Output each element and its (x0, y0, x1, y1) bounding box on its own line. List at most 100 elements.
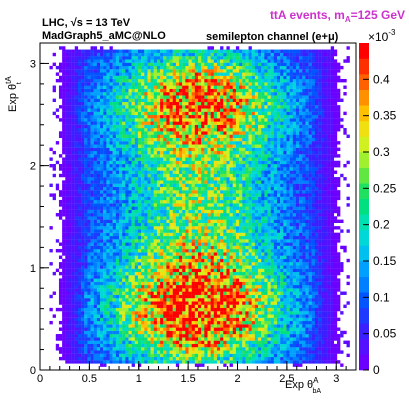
heatmap-cell (131, 291, 135, 295)
heatmap-cell (210, 65, 214, 70)
heatmap-cell (172, 62, 177, 67)
heatmap-cell (90, 141, 94, 145)
heatmap-cell (163, 78, 167, 83)
heatmap-cell (84, 222, 88, 227)
heatmap-cell (74, 314, 79, 318)
heatmap-cell (213, 330, 218, 335)
heatmap-cell (198, 304, 202, 309)
heatmap-cell (68, 356, 72, 361)
heatmap-cell (163, 163, 167, 168)
heatmap-cell (150, 242, 154, 246)
heatmap-cell (204, 75, 208, 80)
heatmap-cell (131, 288, 135, 292)
heatmap-cell (96, 298, 101, 302)
heatmap-cell (96, 307, 101, 312)
heatmap-cell (134, 265, 139, 269)
heatmap-cell (81, 101, 85, 106)
heatmap-cell (166, 177, 170, 181)
heatmap-cell (194, 147, 199, 152)
heatmap-cell (182, 353, 186, 358)
heatmap-cell (194, 131, 199, 135)
heatmap-cell (125, 226, 129, 230)
heatmap-cell (71, 235, 75, 240)
heatmap-cell (58, 278, 63, 282)
heatmap-cell (58, 288, 63, 292)
heatmap-cell (134, 203, 139, 207)
heatmap-cell (150, 98, 154, 103)
heatmap-cell (106, 262, 110, 266)
heatmap-cell (122, 147, 126, 152)
heatmap-cell (77, 78, 82, 83)
heatmap-cell (65, 56, 69, 60)
heatmap-cell (134, 324, 139, 328)
heatmap-cell (144, 317, 148, 322)
heatmap-cell (182, 291, 186, 295)
heatmap-cell (109, 160, 113, 165)
heatmap-cell (191, 324, 195, 328)
heatmap-cell (204, 278, 208, 282)
heatmap-cell (103, 265, 107, 269)
heatmap-cell (106, 294, 110, 299)
heatmap-cell (207, 275, 211, 279)
heatmap-cell (134, 330, 139, 335)
heatmap-cell (93, 105, 98, 109)
heatmap-cell (125, 249, 129, 253)
heatmap-cell (109, 62, 113, 67)
heatmap-cell (96, 213, 101, 217)
heatmap-cell (213, 356, 218, 361)
heatmap-cell (201, 183, 205, 188)
heatmap-cell (134, 245, 139, 250)
heatmap-cell (112, 291, 116, 295)
heatmap-cell (166, 157, 170, 161)
heatmap-cell (160, 281, 164, 286)
heatmap-cell (74, 298, 79, 302)
heatmap-cell (109, 193, 113, 197)
heatmap-cell (90, 128, 94, 132)
heatmap-cell (141, 314, 145, 318)
heatmap-cell (52, 193, 56, 197)
heatmap-cell (74, 98, 79, 103)
heatmap-cell (109, 343, 113, 348)
heatmap-cell (153, 298, 158, 302)
heatmap-cell (77, 98, 82, 103)
heatmap-cell (207, 190, 211, 194)
heatmap-cell (220, 222, 224, 227)
heatmap-cell (68, 154, 72, 158)
heatmap-cell (81, 222, 85, 227)
heatmap-cell (84, 121, 88, 125)
heatmap-cell (220, 157, 224, 161)
heatmap-cell (93, 360, 98, 364)
heatmap-cell (125, 245, 129, 250)
heatmap-cell (122, 199, 126, 204)
heatmap-cell (131, 121, 135, 125)
heatmap-cell (93, 85, 98, 89)
heatmap-cell (115, 121, 120, 125)
heatmap-cell (81, 356, 85, 361)
heatmap-cell (90, 105, 94, 109)
heatmap-cell (103, 340, 107, 344)
heatmap-cell (128, 334, 132, 338)
heatmap-cell (147, 203, 151, 207)
heatmap-cell (109, 353, 113, 358)
heatmap-cell (119, 118, 123, 122)
heatmap-cell (125, 360, 129, 364)
heatmap-cell (87, 190, 91, 194)
heatmap-cell (84, 209, 88, 214)
heatmap-cell (112, 137, 116, 142)
heatmap-cell (204, 157, 208, 161)
heatmap-cell (125, 265, 129, 269)
heatmap-cell (65, 124, 69, 129)
heatmap-cell (188, 114, 192, 119)
heatmap-cell (74, 101, 79, 106)
heatmap-cell (204, 360, 208, 364)
heatmap-cell (96, 330, 101, 335)
heatmap-cell (109, 108, 113, 112)
heatmap-cell (144, 314, 148, 318)
heatmap-cell (137, 245, 142, 250)
heatmap-cell (213, 154, 218, 158)
heatmap-cell (150, 213, 154, 217)
heatmap-cell (188, 65, 192, 70)
heatmap-cell (160, 327, 164, 331)
heatmap-cell (93, 154, 98, 158)
heatmap-cell (210, 245, 214, 250)
